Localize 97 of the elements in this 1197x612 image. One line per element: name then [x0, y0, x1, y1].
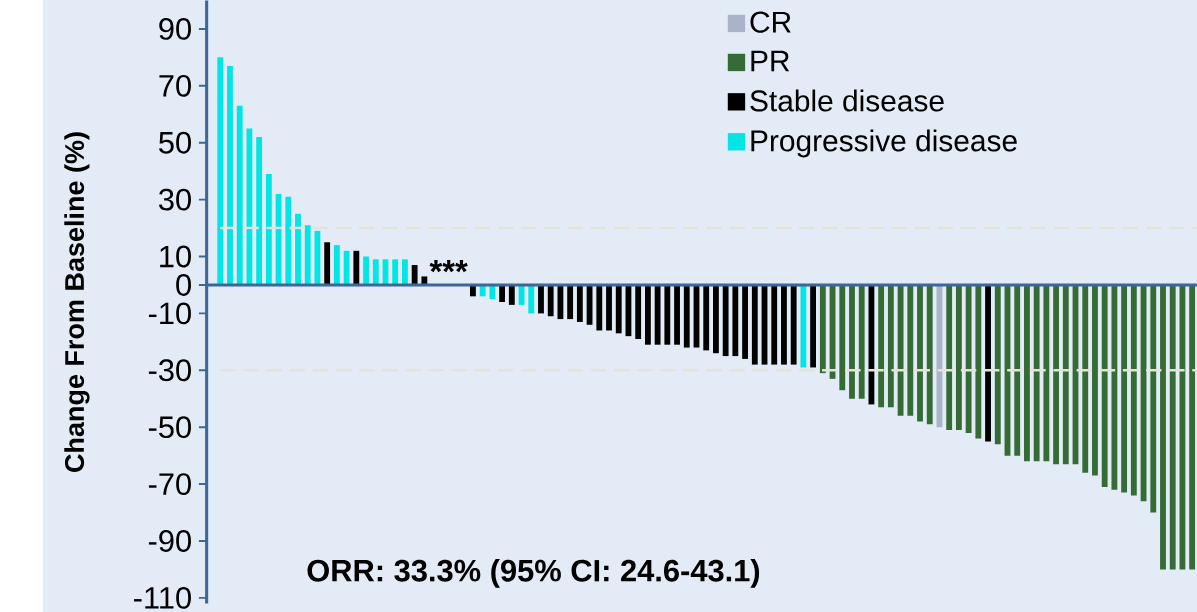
bar — [683, 284, 690, 348]
legend-label: Progressive disease — [751, 129, 1017, 158]
bar — [256, 136, 263, 285]
bar — [819, 284, 826, 373]
bar — [965, 284, 972, 433]
bar — [1062, 284, 1069, 465]
bar — [781, 284, 787, 365]
bar — [1169, 284, 1176, 570]
bar — [353, 250, 360, 285]
bar — [839, 284, 846, 391]
bar — [926, 284, 933, 425]
bar — [1121, 284, 1128, 493]
y-tick-label: 50 — [159, 131, 191, 154]
y-tick-label: -110 — [134, 586, 191, 609]
bar — [1130, 284, 1137, 496]
bar — [227, 65, 233, 285]
bar — [508, 284, 515, 305]
bar — [810, 284, 817, 368]
bar — [372, 259, 379, 285]
bar — [1150, 284, 1157, 513]
y-tick-label: 30 — [158, 188, 191, 211]
y-tick-label: 70 — [159, 74, 191, 97]
bar — [1053, 284, 1059, 465]
bar — [538, 284, 544, 314]
bar — [567, 284, 574, 319]
bar — [285, 196, 292, 285]
bar — [246, 128, 253, 285]
y-tick-label: 10 — [160, 245, 191, 268]
bar — [470, 284, 476, 297]
bar — [732, 284, 739, 356]
bar — [878, 284, 885, 408]
y-tick-label: 90 — [159, 17, 191, 40]
bar — [975, 284, 982, 439]
bar — [790, 284, 797, 365]
bar — [1101, 284, 1108, 487]
y-tick-label: 0 — [176, 273, 191, 296]
bar — [324, 242, 331, 285]
y-tick-label: -90 — [148, 529, 191, 552]
bar — [644, 284, 651, 345]
y-tick-label: -10 — [148, 302, 191, 325]
bar — [547, 284, 554, 317]
y-tick-label: -70 — [148, 472, 191, 495]
bar — [343, 250, 350, 285]
bar — [528, 284, 535, 314]
bar — [615, 284, 622, 334]
bar — [674, 284, 680, 345]
bar — [858, 284, 865, 399]
bar — [236, 105, 243, 285]
bar — [392, 259, 399, 285]
bar — [265, 173, 272, 285]
bar — [489, 284, 496, 300]
legend-label: Stable disease — [750, 89, 944, 112]
bar — [654, 284, 661, 345]
bar — [994, 284, 1001, 445]
bar — [917, 284, 923, 422]
bar — [635, 284, 642, 339]
bar — [576, 284, 583, 322]
bar — [664, 284, 671, 345]
bar — [955, 284, 962, 430]
bar — [304, 225, 311, 285]
bar — [333, 244, 340, 285]
bar — [985, 284, 991, 442]
bar — [887, 284, 894, 408]
bar — [499, 284, 506, 302]
bar — [363, 256, 369, 285]
bar — [217, 57, 224, 285]
bar — [722, 284, 729, 356]
bar — [946, 284, 953, 430]
bar — [1189, 284, 1196, 570]
bar — [800, 284, 807, 368]
bar — [907, 284, 914, 416]
legend-label: CR — [750, 11, 791, 33]
bar — [1111, 284, 1118, 490]
bar — [606, 284, 612, 331]
bar — [1082, 284, 1089, 473]
y-tick-label: -30 — [148, 359, 191, 382]
bar — [1043, 284, 1050, 462]
bar — [479, 284, 486, 297]
y-axis-title: Change From Baseline (%) — [64, 132, 90, 472]
bar — [596, 284, 603, 331]
bar — [742, 284, 748, 359]
bar — [1014, 284, 1021, 456]
legend-label: PR — [751, 50, 790, 72]
y-tick-label: -50 — [148, 416, 191, 438]
annotation: ORR: 33.3% (95% CI: 24.6-43.1) — [307, 558, 760, 588]
bar — [849, 284, 855, 399]
bar — [1160, 284, 1166, 570]
bar — [771, 284, 778, 365]
bar — [1033, 284, 1040, 462]
bar — [703, 284, 710, 351]
bar — [295, 213, 301, 285]
bar — [713, 284, 719, 354]
bar — [751, 284, 758, 365]
bar — [1024, 284, 1030, 462]
bar — [402, 259, 408, 285]
bar — [1092, 284, 1098, 476]
annotation: *** — [429, 259, 468, 273]
